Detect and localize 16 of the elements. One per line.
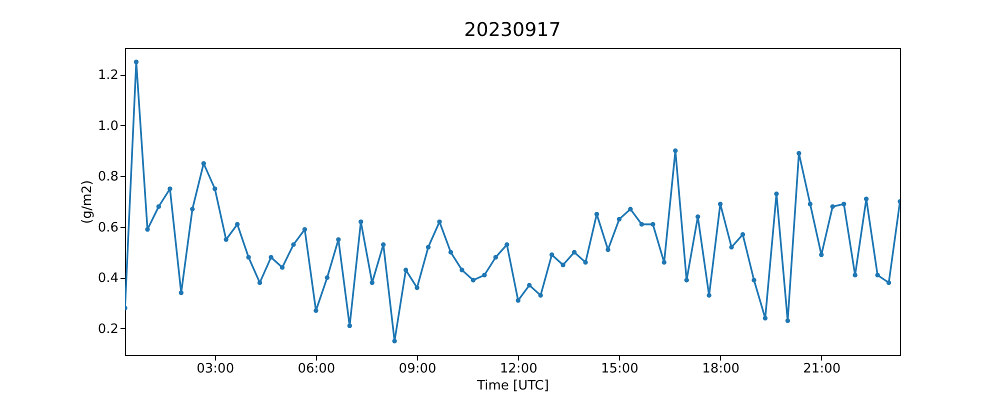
x-axis-title: Time [UTC] — [476, 378, 549, 394]
y-tick-label: 0.2 — [98, 322, 118, 337]
y-tick-label: 0.8 — [98, 170, 118, 185]
x-tick-label: 15:00 — [600, 362, 638, 376]
y-tick-label: 1.0 — [98, 118, 118, 134]
x-tick-label: 12:00 — [500, 362, 538, 376]
y-tick-label: 0.6 — [98, 220, 118, 236]
y-tick-label: 1.2 — [98, 68, 118, 84]
y-tick-label: 0.4 — [98, 271, 118, 286]
x-tick-label: 21:00 — [803, 362, 841, 376]
y-axis-title: (g/m2) — [80, 180, 95, 224]
x-tick-label: 09:00 — [398, 362, 436, 376]
chart-title: 20230917 — [464, 19, 561, 41]
x-tick-label: 03:00 — [196, 362, 234, 376]
x-tick-label: 18:00 — [702, 362, 740, 376]
x-tick-label: 06:00 — [298, 362, 336, 376]
